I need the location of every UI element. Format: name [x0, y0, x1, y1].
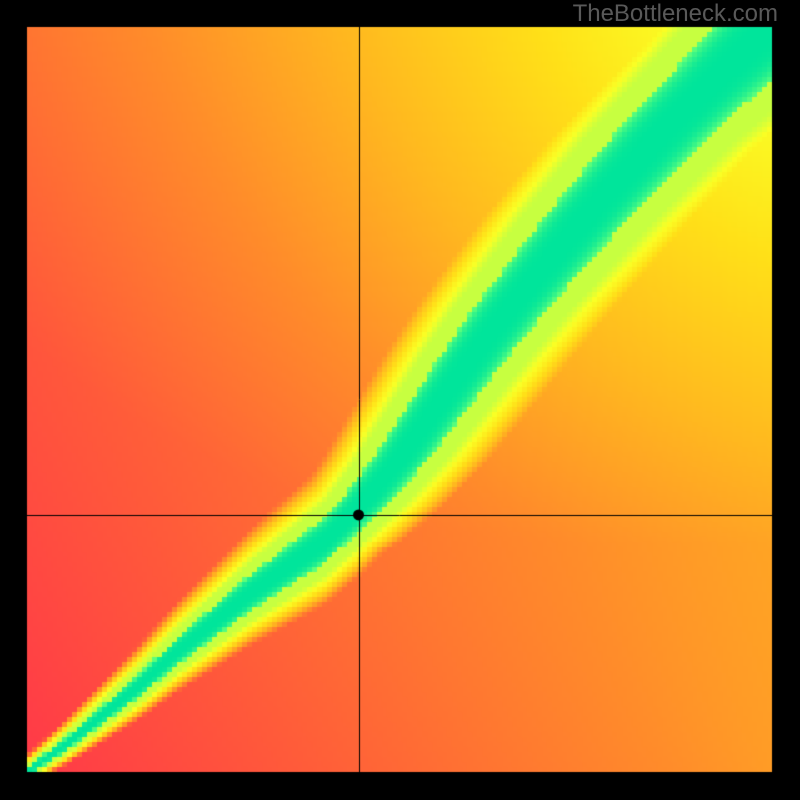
bottleneck-heatmap — [0, 0, 800, 800]
chart-container: TheBottleneck.com — [0, 0, 800, 800]
